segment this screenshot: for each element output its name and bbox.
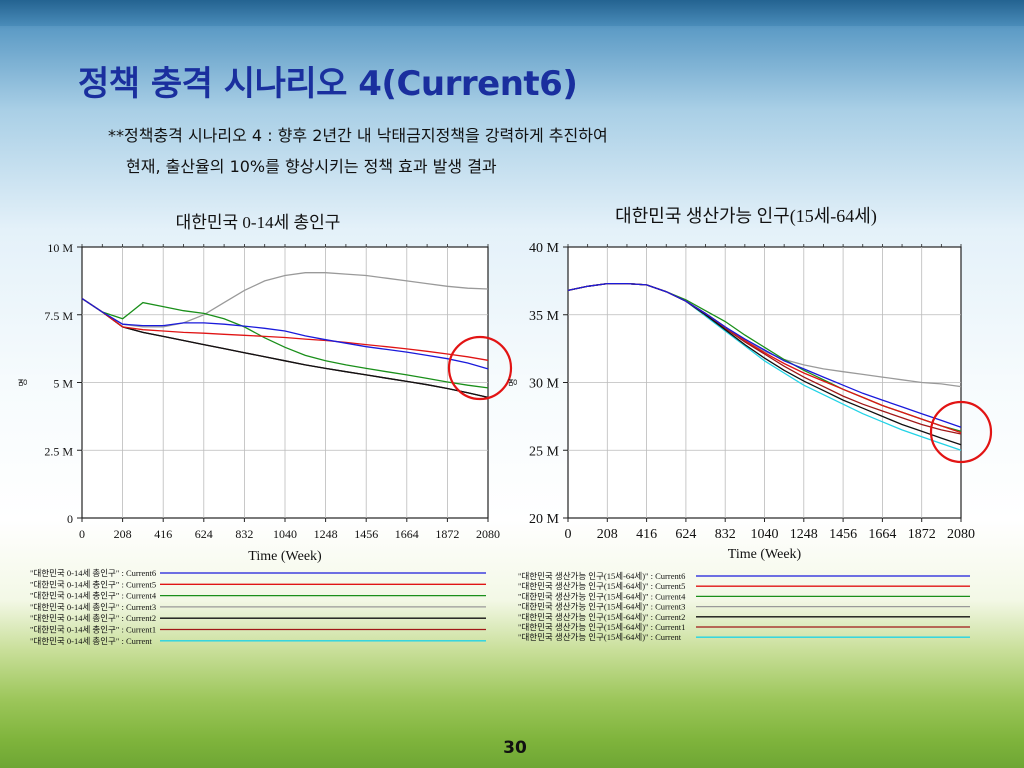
x-tick-label: 1456 <box>829 527 857 542</box>
x-tick-label: 1664 <box>868 527 896 542</box>
series-line-4 <box>81 272 489 328</box>
x-tick-label: 208 <box>114 527 132 541</box>
series-line-1 <box>567 282 962 428</box>
subtitle-line-2: 현재, 출산율의 10%를 향상시키는 정책 효과 발생 결과 <box>126 157 497 176</box>
series-line-1 <box>81 297 489 370</box>
legend-label: "대한민국 0-14세 총인구" : Current5 <box>30 579 156 589</box>
highlight-circle <box>929 400 993 464</box>
slide-title: 정책 충격 시나리오 4(Current6) <box>78 64 578 104</box>
x-tick-label: 1040 <box>273 527 297 541</box>
y-tick-label: 10 M <box>47 241 73 255</box>
x-tick-label: 1872 <box>908 527 936 542</box>
x-axis-label: Time (Week) <box>248 549 322 564</box>
y-axis-unit: 명 <box>18 378 28 386</box>
y-tick-label: 30 M <box>529 377 560 392</box>
x-tick-label: 624 <box>675 527 696 542</box>
x-tick-label: 0 <box>79 527 85 541</box>
y-tick-label: 5 M <box>53 377 73 391</box>
y-tick-label: 0 <box>67 512 73 526</box>
x-tick-label: 2080 <box>476 527 500 541</box>
x-tick-label: 832 <box>715 527 736 542</box>
series-line-3 <box>81 297 489 389</box>
x-tick-label: 416 <box>154 527 172 541</box>
legend-label: "대한민국 0-14세 총인구" : Current <box>30 636 153 646</box>
legend-label: "대한민국 생산가능 인구(15세-64세)" : Current6 <box>518 571 685 581</box>
x-tick-label: 0 <box>565 527 572 542</box>
legend-label: "대한민국 생산가능 인구(15세-64세)" : Current4 <box>518 591 686 601</box>
x-tick-label: 1872 <box>435 527 459 541</box>
legend: "대한민국 생산가능 인구(15세-64세)" : Current6"대한민국 … <box>518 571 970 642</box>
x-tick-label: 1248 <box>314 527 338 541</box>
legend: "대한민국 0-14세 총인구" : Current6"대한민국 0-14세 총… <box>30 568 486 646</box>
legend-label: "대한민국 생산가능 인구(15세-64세)" : Current2 <box>518 612 685 622</box>
x-tick-label: 2080 <box>947 527 975 542</box>
page-number: 30 <box>503 738 527 758</box>
legend-label: "대한민국 생산가능 인구(15세-64세)" : Current <box>518 632 682 642</box>
x-tick-label: 1456 <box>354 527 378 541</box>
x-tick-label: 1040 <box>751 527 779 542</box>
y-tick-label: 40 M <box>529 241 560 256</box>
legend-label: "대한민국 0-14세 총인구" : Current6 <box>30 568 156 578</box>
legend-label: "대한민국 0-14세 총인구" : Current1 <box>30 625 156 635</box>
y-axis-unit: 명 <box>508 378 518 386</box>
y-tick-label: 35 M <box>529 309 560 324</box>
series-line-2 <box>81 297 489 361</box>
legend-label: "대한민국 0-14세 총인구" : Current4 <box>30 591 157 601</box>
chart-2: 대한민국 생산가능 인구(15세-64세) 0 208 416 624 832 1040 12… <box>508 206 993 642</box>
chart-title: 대한민국 생산가능 인구(15세-64세) <box>615 206 877 227</box>
x-tick-label: 624 <box>195 527 213 541</box>
y-tick-label: 2.5 M <box>44 444 73 458</box>
legend-label: "대한민국 생산가능 인구(15세-64세)" : Current3 <box>518 602 685 612</box>
x-tick-label: 416 <box>636 527 657 542</box>
x-tick-label: 208 <box>597 527 618 542</box>
x-tick-label: 1248 <box>790 527 818 542</box>
highlight-circle <box>447 335 513 401</box>
x-axis-label: Time (Week) <box>728 547 802 562</box>
chart-1: 대한민국 0-14세 총인구 0 208 416 624 832 1040 1248 1456 1… <box>18 213 513 646</box>
legend-label: "대한민국 생산가능 인구(15세-64세)" : Current5 <box>518 581 685 591</box>
legend-label: "대한민국 0-14세 총인구" : Current2 <box>30 613 156 623</box>
x-tick-label: 1664 <box>395 527 419 541</box>
subtitle-line-1: **정책충격 시나리오 4 : 향후 2년간 내 낙태금지정책을 강력하게 추진… <box>108 126 608 145</box>
chart-title: 대한민국 0-14세 총인구 <box>176 213 341 232</box>
y-tick-label: 20 M <box>529 512 560 527</box>
x-tick-label: 832 <box>235 527 253 541</box>
legend-label: "대한민국 0-14세 총인구" : Current3 <box>30 602 156 612</box>
legend-label: "대한민국 생산가능 인구(15세-64세)" : Current1 <box>518 622 685 632</box>
y-tick-label: 7.5 M <box>44 309 73 323</box>
series-line-5 <box>81 297 489 399</box>
top-band <box>0 0 1024 26</box>
y-tick-label: 25 M <box>529 444 560 459</box>
